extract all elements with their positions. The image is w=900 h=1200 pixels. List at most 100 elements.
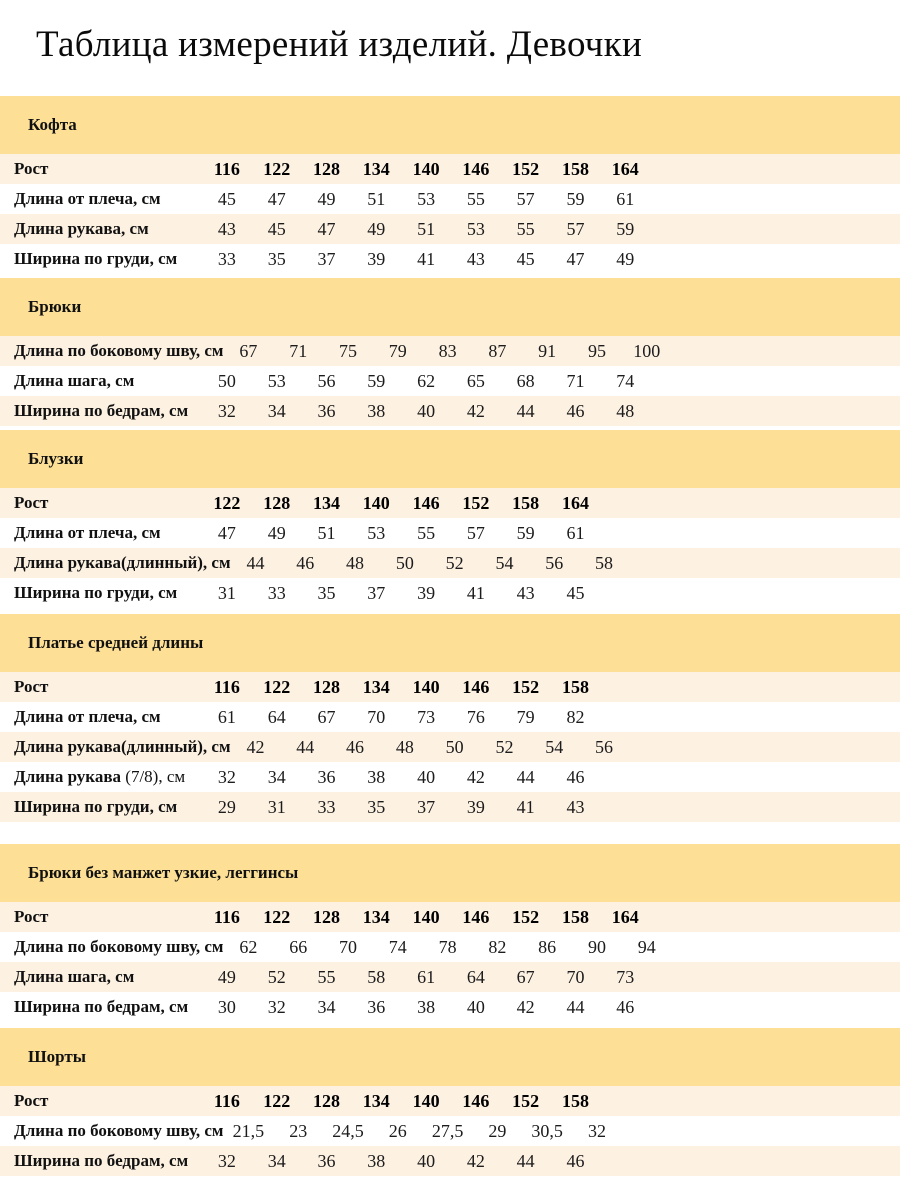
table-row: Ширина по бедрам, см 32 34 36 38 40 42 44 46 — [0, 1146, 900, 1176]
table-row: Ширина по бедрам, см 32 34 36 38 40 42 44 46 48 — [0, 396, 900, 426]
value-cell: 134 — [362, 906, 390, 927]
value-cell: 35 — [367, 796, 386, 817]
row-label: Длина рукава(длинный), см — [14, 553, 231, 572]
value-cell: 49 — [616, 248, 635, 269]
table-row: Ширина по груди, см 31 33 35 37 39 41 43 45 — [0, 578, 900, 608]
value-cell: 62 — [239, 936, 258, 957]
value-cell: 48 — [616, 400, 635, 421]
value-cell: 38 — [367, 400, 386, 421]
value-cell: 43 — [566, 796, 585, 817]
value-cell: 55 — [516, 218, 535, 239]
value-cell: 49 — [217, 966, 236, 987]
value-cell: 146 — [462, 906, 490, 927]
value-cell: 134 — [362, 676, 390, 697]
value-cell: 52 — [445, 552, 464, 573]
value-cell: 30,5 — [531, 1120, 563, 1141]
value-cell: 54 — [495, 552, 514, 573]
row-label: Ширина по груди, см — [14, 797, 178, 816]
section-title: Шорты — [28, 1047, 87, 1066]
value-cell: 53 — [267, 370, 286, 391]
value-cell: 50 — [395, 552, 414, 573]
section-band: Платье средней длины — [0, 614, 900, 672]
value-cell: 36 — [317, 1150, 336, 1171]
value-cell: 91 — [538, 340, 557, 361]
value-cell: 74 — [616, 370, 635, 391]
value-cell: 49 — [317, 188, 336, 209]
value-cell: 38 — [367, 766, 386, 787]
value-cell: 26 — [388, 1120, 407, 1141]
value-cell: 61 — [566, 522, 585, 543]
rows-container: Длина по боковому шву, см 67 71 75 79 83 87 91 9… — [0, 336, 900, 426]
row-label: Рост — [14, 493, 49, 512]
value-cell: 53 — [417, 188, 436, 209]
value-cell: 32 — [217, 400, 236, 421]
row-label: Длина от плеча, см — [14, 189, 161, 208]
value-cell: 146 — [462, 158, 490, 179]
value-cell: 66 — [289, 936, 308, 957]
value-cell: 70 — [367, 706, 386, 727]
value-cell: 146 — [412, 492, 440, 513]
value-cell: 122 — [263, 676, 291, 697]
value-cell: 100 — [633, 340, 661, 361]
value-cell: 44 — [566, 996, 585, 1017]
measurement-section: Брюки Длина по боковому шву, см 67 71 75 79 83… — [0, 278, 900, 426]
value-cell: 29 — [217, 796, 236, 817]
table-row: Длина шага, см 49 52 55 58 61 64 67 70 73 — [0, 962, 900, 992]
value-cell: 87 — [488, 340, 507, 361]
value-cell: 75 — [338, 340, 357, 361]
value-cell: 82 — [566, 706, 585, 727]
value-cell: 58 — [367, 966, 386, 987]
value-cell: 42 — [516, 996, 535, 1017]
value-cell: 152 — [512, 1090, 540, 1111]
value-cell: 82 — [488, 936, 507, 957]
value-cell: 152 — [512, 906, 540, 927]
section-title: Кофта — [28, 115, 77, 134]
value-cell: 44 — [296, 736, 315, 757]
value-cell: 45 — [217, 188, 236, 209]
table-row: Длина от плеча, см 45 47 49 51 53 55 57 59 61 — [0, 184, 900, 214]
value-cell: 53 — [466, 218, 485, 239]
row-label: Ширина по бедрам, см — [14, 1151, 189, 1170]
value-cell: 116 — [213, 676, 240, 697]
value-cell: 46 — [346, 736, 365, 757]
value-cell: 35 — [267, 248, 286, 269]
value-cell: 50 — [445, 736, 464, 757]
value-cell: 24,5 — [332, 1120, 364, 1141]
value-cell: 34 — [317, 996, 336, 1017]
value-cell: 52 — [495, 736, 514, 757]
value-cell: 83 — [438, 340, 457, 361]
value-cell: 70 — [566, 966, 585, 987]
value-cell: 42 — [466, 766, 485, 787]
value-cell: 158 — [561, 1090, 589, 1111]
value-cell: 164 — [611, 906, 639, 927]
value-cell: 55 — [466, 188, 485, 209]
row-label: Длина рукава(длинный), см — [14, 737, 231, 756]
table-row: Длина рукава, см 43 45 47 49 51 53 55 57 59 — [0, 214, 900, 244]
value-cell: 40 — [417, 1150, 436, 1171]
rows-container: Рост 116 122 128 134 140 146 152 158 Длина по бок… — [0, 1086, 900, 1176]
section-band: Блузки — [0, 430, 900, 488]
value-cell: 51 — [317, 522, 336, 543]
measurement-section: Кофта Рост 116 122 128 134 140 146 152 158 164 Длин… — [0, 96, 900, 274]
measurement-section: Блузки Рост 122 128 134 140 146 152 158 164 Длина … — [0, 430, 900, 608]
value-cell: 158 — [512, 492, 540, 513]
value-cell: 61 — [616, 188, 635, 209]
measurement-section: Шорты Рост 116 122 128 134 140 146 152 158 Длина п… — [0, 1028, 900, 1176]
value-cell: 49 — [267, 522, 286, 543]
value-cell: 146 — [462, 1090, 490, 1111]
section-band: Шорты — [0, 1028, 900, 1086]
value-cell: 76 — [466, 706, 485, 727]
value-cell: 36 — [317, 766, 336, 787]
table-row: Длина от плеча, см 61 64 67 70 73 76 79 82 — [0, 702, 900, 732]
value-cell: 65 — [466, 370, 485, 391]
value-cell: 134 — [312, 492, 340, 513]
value-cell: 95 — [587, 340, 606, 361]
value-cell: 36 — [317, 400, 336, 421]
row-label: Длина шага, см — [14, 371, 135, 390]
value-cell: 56 — [595, 736, 614, 757]
value-cell: 67 — [516, 966, 535, 987]
value-cell: 59 — [516, 522, 535, 543]
table-row: Длина шага, см 50 53 56 59 62 65 68 71 74 — [0, 366, 900, 396]
value-cell: 37 — [367, 582, 386, 603]
value-cell: 47 — [217, 522, 236, 543]
